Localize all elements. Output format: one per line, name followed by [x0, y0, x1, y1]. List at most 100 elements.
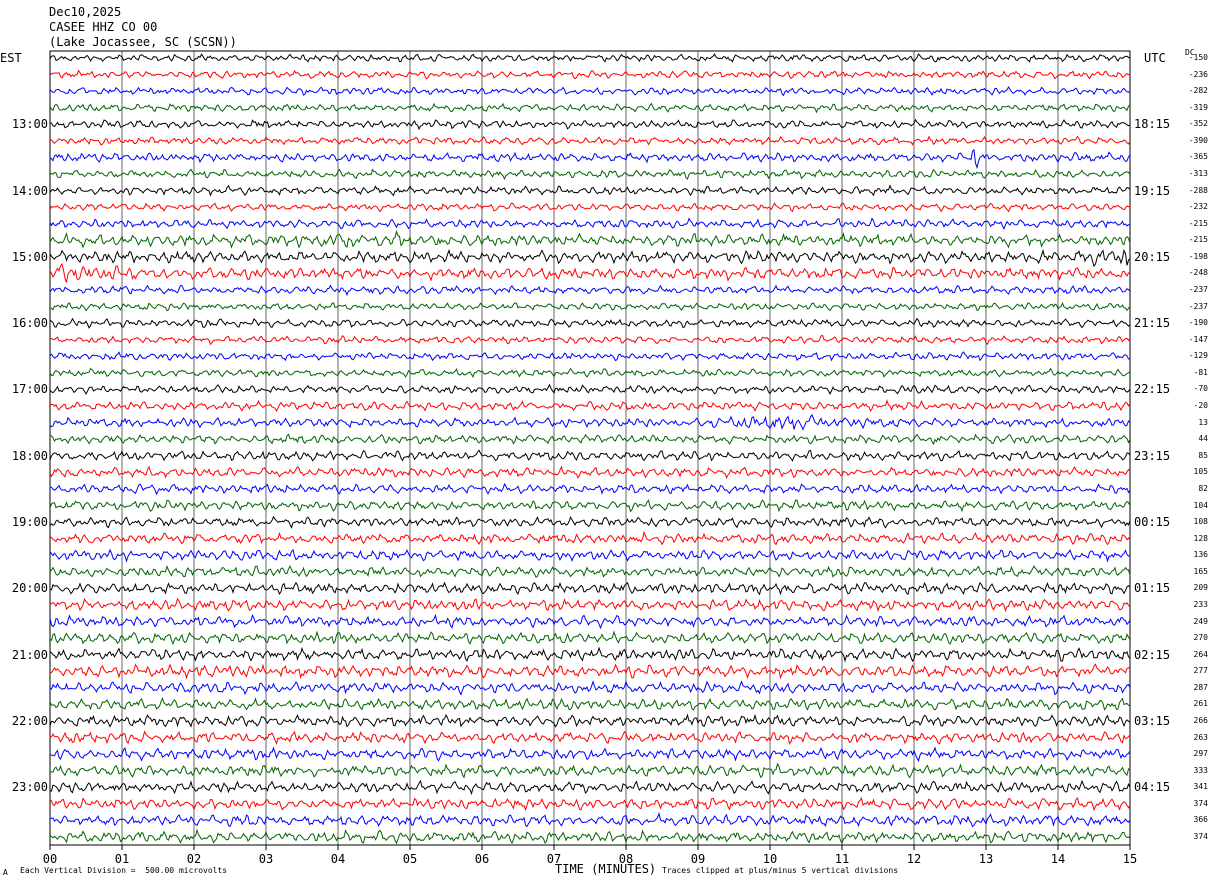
dc-offset-label: -352: [1188, 119, 1208, 129]
plot-frame: [49, 50, 1131, 846]
trace-line: [49, 663, 1131, 680]
trace-line: [49, 85, 1131, 97]
est-hour-label: 13:00: [11, 117, 48, 132]
dc-offset-label: 165: [1193, 566, 1208, 576]
dc-offset-label: -390: [1188, 135, 1208, 145]
trace-line: [49, 217, 1131, 231]
dc-offset-label: 374: [1193, 832, 1208, 841]
trace-line: [49, 597, 1131, 613]
trace-line: [49, 581, 1131, 596]
trace-line: [49, 465, 1131, 480]
dc-offset-label: 366: [1193, 815, 1208, 825]
dc-offset-label: -232: [1188, 202, 1208, 212]
dc-offset-label: 261: [1193, 699, 1208, 709]
dc-offset-label: 44: [1198, 434, 1208, 444]
x-tick-label: 10: [762, 852, 778, 866]
est-hour-label: 23:00: [11, 780, 48, 795]
est-hour-label: 14:00: [11, 183, 48, 198]
clip-note: Traces clipped at plus/minus 5 vertical …: [662, 866, 899, 875]
x-tick-label: 11: [834, 852, 850, 866]
trace-line: [49, 515, 1131, 529]
trace-line: [49, 811, 1131, 828]
x-tick-label: 01: [114, 852, 130, 866]
x-tick-label: 05: [402, 852, 418, 866]
date-label: Dec10,2025: [49, 5, 122, 19]
dc-offset-label: -319: [1188, 102, 1208, 112]
x-tick-label: 14: [1050, 852, 1066, 866]
x-tick-label: 12: [906, 852, 922, 866]
dc-offset-label: -248: [1188, 268, 1208, 278]
trace-line: [49, 302, 1131, 312]
trace-line: [49, 351, 1131, 362]
dc-offset-label: -237: [1188, 285, 1208, 295]
trace-line: [49, 399, 1131, 413]
x-tick-label: 07: [546, 852, 562, 866]
dc-offset-label: -288: [1188, 185, 1208, 195]
trace-line: [49, 530, 1131, 546]
trace-line: [49, 168, 1131, 181]
dc-offset-label: -147: [1188, 334, 1208, 344]
x-tick-label: 02: [186, 852, 202, 866]
dc-offset-label: -81: [1193, 367, 1208, 377]
utc-hour-label: 20:15: [1134, 249, 1171, 264]
trace-line: [49, 53, 1131, 63]
trace-line: [49, 284, 1131, 297]
utc-hour-label: 21:15: [1134, 316, 1171, 331]
trace-line: [49, 697, 1131, 711]
trace-line: [49, 229, 1131, 249]
station-label: CASEE HHZ CO 00: [49, 20, 158, 34]
trace-line: [49, 730, 1131, 746]
dc-offset-label: -190: [1188, 318, 1208, 328]
est-hour-label: 18:00: [11, 448, 48, 463]
x-tick-label: 00: [42, 852, 58, 866]
x-axis-title: TIME (MINUTES): [555, 862, 657, 876]
trace-line: [49, 118, 1131, 131]
trace-line: [49, 828, 1131, 845]
minute-grid: [49, 50, 1131, 846]
dc-offset-label: -198: [1188, 251, 1208, 261]
location-label: (Lake Jocassee, SC (SCSN)): [49, 35, 237, 49]
est-hour-label: 21:00: [11, 647, 48, 662]
dc-offset-label: -215: [1188, 218, 1208, 228]
est-hour-label: 15:00: [11, 249, 48, 264]
dc-offset-label: 209: [1193, 583, 1208, 593]
dc-offset-label: 277: [1193, 666, 1208, 676]
scale-note: Each Vertical Division = 500.00 microvol…: [20, 866, 228, 875]
trace-line: [49, 202, 1131, 213]
est-hour-label: 20:00: [11, 581, 48, 596]
dc-offset-label: 341: [1193, 782, 1208, 792]
dc-offset-label: -313: [1188, 169, 1208, 179]
trace-line: [49, 779, 1131, 796]
utc-hour-label: 03:15: [1134, 713, 1171, 728]
dc-offset-label: 105: [1193, 467, 1208, 477]
dc-offset-label: -236: [1188, 69, 1208, 79]
dc-offset-label: 266: [1193, 715, 1208, 725]
dc-offset-label: 13: [1198, 417, 1208, 427]
dc-axis-title: DC: [1185, 48, 1195, 57]
trace-line: [49, 499, 1131, 513]
trace-line: [49, 680, 1131, 696]
est-hour-label: 19:00: [11, 515, 48, 530]
trace-line: [50, 135, 1131, 146]
trace-line: [49, 762, 1131, 779]
dc-offset-label: -282: [1188, 86, 1208, 96]
utc-hour-label: 01:15: [1134, 581, 1171, 596]
x-tick-label: 08: [618, 852, 634, 866]
trace-line: [49, 646, 1131, 663]
dc-offset-label: -70: [1193, 384, 1208, 394]
trace-line: [49, 367, 1131, 378]
x-tick-label: 04: [330, 852, 346, 866]
trace-line: [49, 148, 1131, 170]
x-tick-label: 06: [474, 852, 490, 866]
dc-offset-label: 128: [1193, 533, 1208, 543]
utc-hour-label: 00:15: [1134, 515, 1171, 530]
dc-offset-label: 297: [1193, 749, 1208, 759]
corner-mark: A: [3, 868, 8, 877]
x-tick-label: 03: [258, 852, 274, 866]
dc-offset-label: 85: [1198, 450, 1208, 460]
trace-line: [49, 102, 1131, 114]
trace-line: [49, 334, 1131, 346]
trace-line: [49, 69, 1131, 80]
x-tick-label: 15: [1122, 852, 1138, 866]
